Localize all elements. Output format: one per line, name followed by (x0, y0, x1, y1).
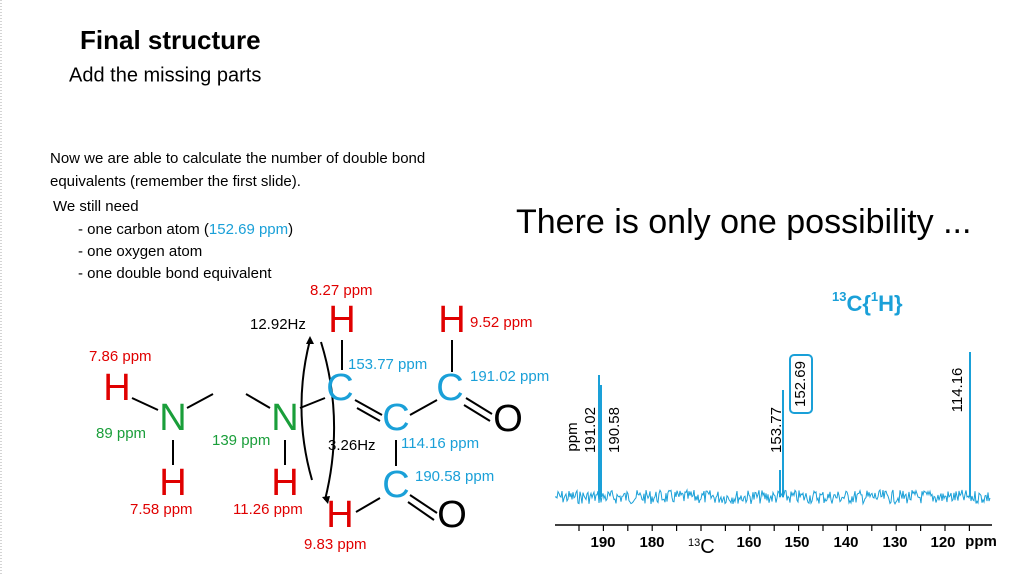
mass: 13 (832, 289, 846, 304)
atom: N (159, 397, 186, 439)
peak-label: 191.02 (582, 407, 599, 453)
atom: C (326, 367, 353, 409)
item-value: 152.69 ppm (209, 221, 288, 238)
shift-label: 191.02 ppm (470, 368, 549, 385)
tick-label: 130 (882, 534, 907, 551)
shift-label: 9.83 ppm (304, 536, 367, 553)
peak-labels: ppm 191.02 190.58 153.77 152.69 114.16 (564, 354, 966, 453)
atoms: H N H N H H C C C H O C O H (103, 299, 523, 536)
peak-label: 152.69 (792, 361, 809, 407)
element: H} (878, 291, 903, 316)
element: C (700, 536, 714, 558)
title: Final structure (80, 25, 261, 55)
conclusion: There is only one possibility ... (516, 203, 971, 241)
axis-nucleus: 13C (688, 536, 715, 558)
axis-ticks (578, 525, 971, 531)
coupling-label: 3.26Hz (328, 437, 376, 454)
shift-label: 9.52 ppm (470, 314, 533, 331)
mass: 1 (871, 289, 878, 304)
atom: H (159, 462, 186, 504)
tick-label: 150 (784, 534, 809, 551)
tick-label: 190 (590, 534, 615, 551)
shift-label: 89 ppm (96, 425, 146, 442)
spectrum-trace (554, 488, 991, 506)
atom: N (271, 397, 298, 439)
shift-label: 7.86 ppm (89, 348, 152, 365)
peak-label: 114.16 (949, 368, 966, 413)
peak-label: 153.77 (768, 407, 785, 453)
atom: O (437, 494, 467, 536)
axis-unit: ppm (564, 422, 581, 451)
mass: 13 (688, 537, 700, 549)
axis-unit: ppm (965, 533, 997, 550)
coupling-label: 12.92Hz (250, 316, 306, 333)
bonds (131, 336, 493, 521)
subtitle: Add the missing parts (69, 64, 261, 86)
intro-line: Now we are able to calculate the number … (50, 150, 425, 167)
element: C{ (846, 291, 871, 316)
text-block: Now we are able to calculate the number … (50, 150, 425, 282)
atom: H (326, 494, 353, 536)
shift-label: 139 ppm (212, 432, 270, 449)
shift-labels: 8.27 ppm 12.92Hz 9.52 ppm 7.86 ppm 153.7… (89, 282, 549, 553)
atom: H (271, 462, 298, 504)
intro-line: equivalents (remember the first slide). (50, 173, 301, 190)
tick-label: 160 (736, 534, 761, 551)
atom: C (436, 367, 463, 409)
shift-label: 190.58 ppm (415, 468, 494, 485)
peaks (598, 352, 971, 497)
peak-label: 190.58 (606, 407, 623, 453)
item-text: ) (288, 221, 293, 238)
item: - one oxygen atom (78, 243, 202, 260)
still-need: We still need (53, 198, 139, 215)
shift-label: 8.27 ppm (310, 282, 373, 299)
shift-label: 114.16 ppm (401, 435, 479, 452)
item: - one double bond equivalent (78, 265, 272, 282)
shift-label: 7.58 ppm (130, 501, 193, 518)
tick-label: 140 (833, 534, 858, 551)
shift-label: 11.26 ppm (233, 501, 303, 518)
atom: H (328, 299, 355, 341)
tick-label: 180 (639, 534, 664, 551)
atom: C (382, 397, 409, 439)
atom: O (493, 398, 523, 440)
axis-labels: 190 180 160 150 140 130 120 ppm 13C (590, 533, 996, 558)
highlight-box (789, 354, 813, 414)
item: - one carbon atom (152.69 ppm) (78, 221, 293, 238)
atom: H (438, 299, 465, 341)
spectrum-title: 13C{1H} (832, 289, 903, 315)
item-text: - one carbon atom ( (78, 221, 209, 238)
tick-label: 120 (930, 534, 955, 551)
atom: C (382, 464, 409, 506)
atom: H (103, 367, 130, 409)
shift-label: 153.77 ppm (348, 356, 427, 373)
